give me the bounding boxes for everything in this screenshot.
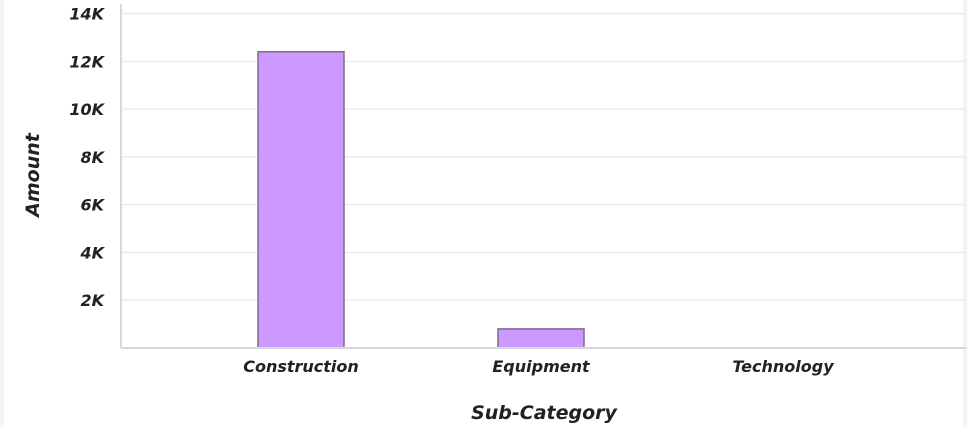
x-tick-label: Equipment [492, 357, 591, 376]
x-tick-label: Construction [243, 357, 359, 376]
y-tick-label: 14K [69, 5, 105, 24]
y-tick-label: 10K [69, 100, 105, 119]
x-tick-labels: Construction Equipment Technology [243, 357, 834, 376]
y-tick-label: 12K [69, 52, 105, 71]
y-tick-labels: 2K 4K 6K 8K 10K 12K 14K [69, 5, 105, 311]
chart-panel: 2K 4K 6K 8K 10K 12K 14K Construction Equipment T… [4, 0, 967, 427]
bar-equipment[interactable] [497, 328, 585, 349]
gridlines [121, 12, 967, 301]
y-tick-label: 8K [80, 148, 105, 167]
y-axis-title: Amount [22, 132, 44, 219]
x-axis-title: Sub-Category [471, 402, 618, 424]
bars [257, 51, 585, 349]
y-tick-label: 4K [79, 243, 105, 262]
bar-construction[interactable] [257, 51, 345, 349]
y-tick-label: 6K [80, 196, 105, 215]
bar-chart: 2K 4K 6K 8K 10K 12K 14K Construction Equipment T… [22, 4, 967, 424]
x-tick-label: Technology [732, 357, 834, 376]
y-tick-label: 2K [80, 291, 105, 310]
